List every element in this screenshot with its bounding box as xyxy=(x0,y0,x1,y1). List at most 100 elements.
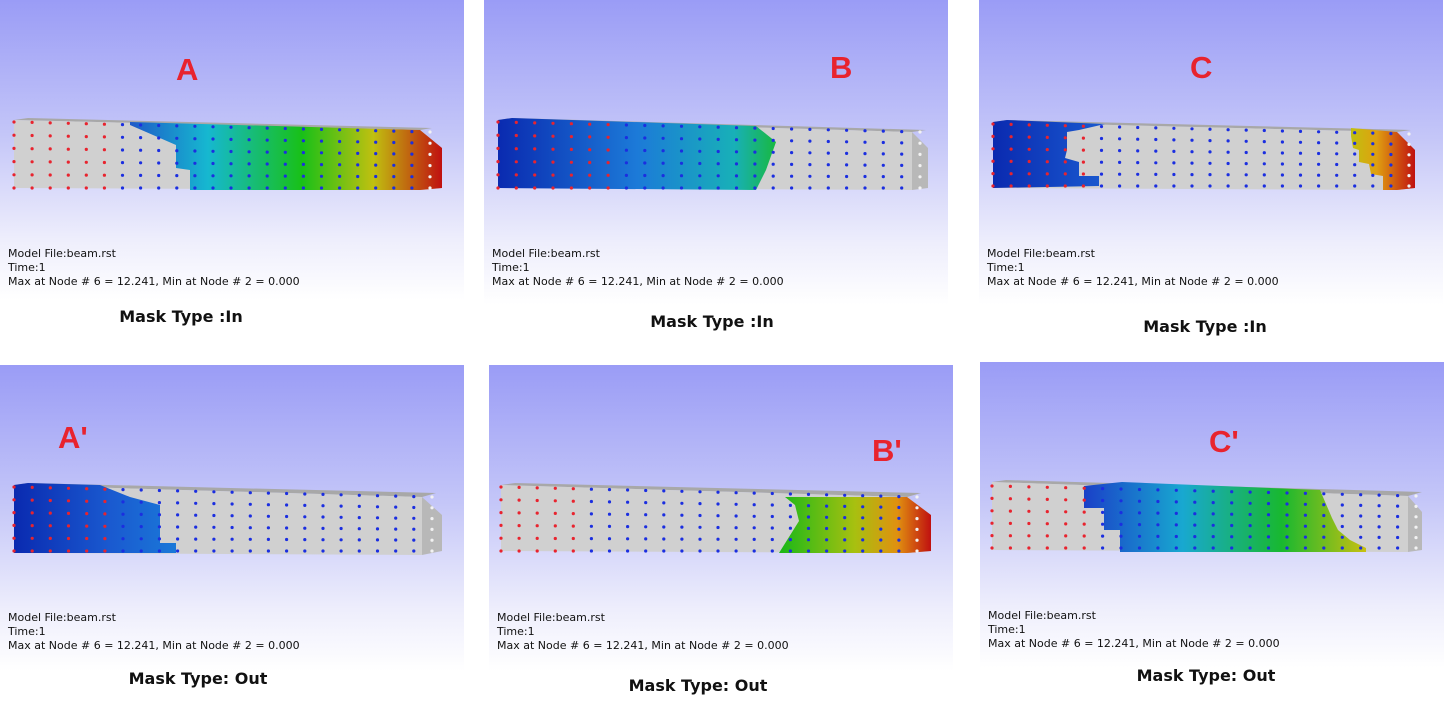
mesh-node xyxy=(1118,149,1122,153)
mesh-node xyxy=(1008,484,1012,488)
mesh-node xyxy=(1414,525,1418,529)
mesh-node xyxy=(915,495,919,499)
mesh-node xyxy=(1064,498,1068,502)
mesh-node xyxy=(1226,173,1230,177)
mesh-node xyxy=(589,512,593,516)
mesh-node xyxy=(412,516,416,520)
contour-region-right xyxy=(1351,128,1415,190)
mesh-node xyxy=(533,160,537,164)
mesh-node xyxy=(991,134,995,138)
mesh-node xyxy=(303,549,307,553)
mesh-node xyxy=(375,527,380,531)
mesh-node xyxy=(66,524,71,528)
mesh-node xyxy=(212,513,216,518)
mesh-node xyxy=(606,173,610,177)
mesh-node xyxy=(897,538,901,542)
mesh-node xyxy=(339,549,343,553)
mesh-node xyxy=(553,536,557,541)
panel-letter: C' xyxy=(1209,424,1239,459)
mesh-node xyxy=(1064,534,1068,538)
model-file-label: Model File:beam.rst xyxy=(497,611,605,624)
mesh-node xyxy=(1303,513,1307,517)
mesh-node xyxy=(1226,150,1230,154)
mask-type-caption: Mask Type: Out xyxy=(628,676,768,695)
mesh-node xyxy=(680,489,684,493)
mesh-node xyxy=(30,536,34,540)
panel-letter: A xyxy=(176,52,199,87)
mesh-node xyxy=(1156,511,1160,515)
mesh-node xyxy=(571,549,575,553)
mesh-node xyxy=(734,514,738,518)
mesh-node xyxy=(1359,535,1363,539)
mesh-node xyxy=(845,151,849,155)
mesh-node xyxy=(1174,488,1178,492)
viewport-b: B Model File:beam.rst Time:1 Max at Node… xyxy=(484,0,948,305)
mesh-node xyxy=(266,491,270,495)
mesh-node xyxy=(12,120,16,124)
mesh-node xyxy=(662,501,666,505)
mesh-node xyxy=(48,524,52,528)
mesh-node xyxy=(514,147,518,151)
mesh-node xyxy=(157,488,161,493)
mesh-node xyxy=(571,512,575,516)
mesh-node xyxy=(1211,523,1215,527)
mesh-node xyxy=(845,140,849,144)
mesh-node xyxy=(356,128,360,132)
mesh-node xyxy=(571,499,575,503)
mesh-node xyxy=(1190,138,1194,142)
mesh-node xyxy=(121,524,125,528)
node-grid xyxy=(991,122,1411,188)
mesh-node xyxy=(808,127,812,131)
mesh-node xyxy=(374,163,378,167)
mesh-node xyxy=(861,516,865,520)
mesh-node xyxy=(825,493,829,497)
mesh-node xyxy=(1008,521,1012,525)
mesh-node xyxy=(1266,524,1271,528)
mesh-node xyxy=(248,491,252,495)
mesh-node xyxy=(230,514,234,518)
mesh-node xyxy=(1081,148,1085,152)
mesh-node xyxy=(48,536,52,540)
mesh-node xyxy=(881,175,885,179)
mesh-node xyxy=(30,186,34,190)
mesh-node xyxy=(1359,514,1363,518)
mesh-node xyxy=(1298,184,1303,188)
mesh-node xyxy=(698,549,702,553)
node-grid xyxy=(12,120,432,190)
mesh-node xyxy=(734,138,739,142)
mesh-node xyxy=(339,515,343,519)
mesh-node xyxy=(139,549,143,553)
mesh-node xyxy=(1414,504,1418,508)
mesh-node xyxy=(1208,184,1212,188)
mesh-node xyxy=(1262,151,1266,155)
mesh-node xyxy=(771,174,775,178)
mesh-node xyxy=(1193,489,1197,493)
mesh-node xyxy=(698,174,702,178)
mesh-node xyxy=(643,161,647,165)
mesh-node xyxy=(265,162,269,166)
mesh-node xyxy=(1118,172,1122,176)
mesh-node xyxy=(430,517,434,521)
mesh-node xyxy=(103,499,107,504)
mesh-node xyxy=(1335,152,1339,156)
mesh-node xyxy=(900,163,904,167)
mesh-node xyxy=(679,174,684,178)
mesh-node xyxy=(1371,142,1375,146)
mesh-node xyxy=(428,164,432,168)
mesh-node xyxy=(1248,512,1252,517)
mesh-node xyxy=(517,524,521,528)
mesh-node xyxy=(1322,492,1326,496)
mesh-node xyxy=(157,549,161,553)
mesh-node xyxy=(879,516,883,520)
mesh-node xyxy=(265,174,269,178)
mesh-node xyxy=(1371,173,1375,177)
mesh-node xyxy=(897,549,901,553)
mesh-node xyxy=(212,549,216,553)
mesh-node xyxy=(1230,546,1234,550)
mesh-node xyxy=(211,186,215,190)
mesh-node xyxy=(771,138,775,142)
mesh-node xyxy=(1298,151,1303,155)
mesh-node xyxy=(1407,132,1411,136)
mesh-node xyxy=(1407,184,1411,188)
mesh-node xyxy=(48,549,52,553)
